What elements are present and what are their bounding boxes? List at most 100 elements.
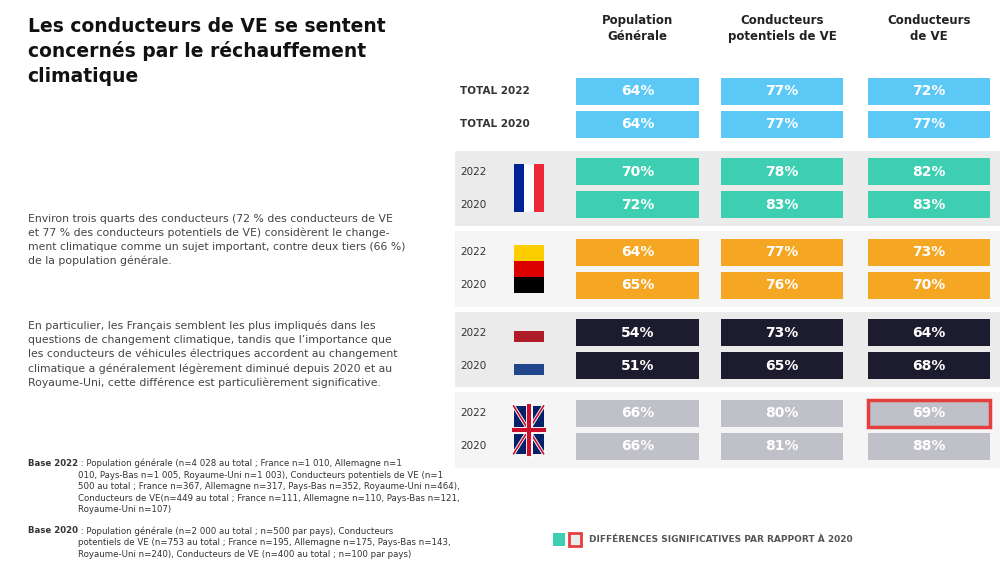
FancyBboxPatch shape: [514, 261, 544, 277]
Text: Conducteurs
potentiels de VE: Conducteurs potentiels de VE: [728, 14, 836, 43]
Text: 72%: 72%: [912, 84, 946, 98]
Text: 2020: 2020: [460, 441, 487, 452]
FancyBboxPatch shape: [576, 239, 699, 266]
FancyBboxPatch shape: [455, 150, 1000, 226]
Text: TOTAL 2020: TOTAL 2020: [460, 119, 530, 129]
Text: 88%: 88%: [912, 440, 946, 453]
FancyBboxPatch shape: [455, 392, 1000, 467]
FancyBboxPatch shape: [576, 352, 699, 379]
FancyBboxPatch shape: [576, 400, 699, 427]
Text: 64%: 64%: [621, 84, 654, 98]
FancyBboxPatch shape: [576, 191, 699, 218]
FancyBboxPatch shape: [576, 111, 699, 138]
FancyBboxPatch shape: [868, 272, 990, 299]
Text: DIFFÉRENCES SIGNIFICATIVES PAR RAPPORT À 2020: DIFFÉRENCES SIGNIFICATIVES PAR RAPPORT À…: [589, 535, 853, 544]
FancyBboxPatch shape: [514, 164, 524, 212]
Text: 68%: 68%: [912, 359, 946, 373]
Text: 65%: 65%: [765, 359, 799, 373]
Text: 69%: 69%: [913, 406, 946, 420]
FancyBboxPatch shape: [514, 245, 544, 261]
Text: 77%: 77%: [765, 118, 799, 131]
FancyBboxPatch shape: [868, 191, 990, 218]
Text: 2022: 2022: [460, 408, 487, 418]
Text: 65%: 65%: [621, 279, 654, 292]
FancyBboxPatch shape: [721, 352, 843, 379]
FancyBboxPatch shape: [721, 78, 843, 105]
FancyBboxPatch shape: [534, 164, 544, 212]
FancyBboxPatch shape: [514, 245, 544, 261]
Text: 2020: 2020: [460, 280, 487, 291]
FancyBboxPatch shape: [868, 400, 990, 427]
Text: 66%: 66%: [621, 406, 654, 420]
FancyBboxPatch shape: [534, 164, 544, 212]
Text: 83%: 83%: [765, 198, 799, 212]
Text: 2022: 2022: [460, 167, 487, 177]
FancyBboxPatch shape: [868, 352, 990, 379]
Text: Base 2020: Base 2020: [28, 526, 78, 535]
FancyBboxPatch shape: [524, 164, 534, 212]
Text: En particulier, les Français semblent les plus impliqués dans les
questions de c: En particulier, les Français semblent le…: [28, 321, 397, 388]
Text: 81%: 81%: [765, 440, 799, 453]
FancyBboxPatch shape: [455, 70, 1000, 145]
FancyBboxPatch shape: [868, 433, 990, 460]
FancyBboxPatch shape: [721, 239, 843, 266]
Text: 77%: 77%: [913, 118, 946, 131]
FancyBboxPatch shape: [576, 158, 699, 185]
Text: 2022: 2022: [460, 247, 487, 257]
Text: 83%: 83%: [912, 198, 946, 212]
Text: 2022: 2022: [460, 328, 487, 338]
Text: 2020: 2020: [460, 200, 487, 210]
Text: 76%: 76%: [765, 279, 799, 292]
FancyBboxPatch shape: [576, 433, 699, 460]
FancyBboxPatch shape: [514, 331, 544, 342]
Text: 64%: 64%: [621, 245, 654, 259]
FancyBboxPatch shape: [721, 433, 843, 460]
Text: 73%: 73%: [765, 326, 799, 339]
Text: 66%: 66%: [621, 440, 654, 453]
FancyBboxPatch shape: [455, 231, 1000, 306]
FancyBboxPatch shape: [455, 312, 1000, 387]
FancyBboxPatch shape: [721, 191, 843, 218]
Text: TOTAL 2022: TOTAL 2022: [460, 86, 530, 96]
Text: Population
Générale: Population Générale: [602, 14, 673, 43]
FancyBboxPatch shape: [514, 277, 544, 293]
Text: Base 2022 : Population générale (n=4 028 au total ; France n=1 010, Allemagne n=: Base 2022 : Population générale (n=4 028…: [28, 459, 409, 514]
Text: 73%: 73%: [913, 245, 946, 259]
FancyBboxPatch shape: [868, 239, 990, 266]
FancyBboxPatch shape: [514, 164, 524, 212]
FancyBboxPatch shape: [569, 533, 581, 546]
Text: 64%: 64%: [621, 118, 654, 131]
Text: 70%: 70%: [621, 165, 654, 178]
Text: 64%: 64%: [912, 326, 946, 339]
FancyBboxPatch shape: [524, 164, 534, 212]
FancyBboxPatch shape: [721, 158, 843, 185]
Text: 77%: 77%: [765, 84, 799, 98]
Text: : Population générale (n=4 028 au total ; France n=1 010, Allemagne n=1
010, Pay: : Population générale (n=4 028 au total …: [78, 459, 460, 514]
Text: : Population générale (n=2 000 au total ; n=500 par pays), Conducteurs
potentiel: : Population générale (n=2 000 au total …: [78, 526, 451, 559]
FancyBboxPatch shape: [576, 272, 699, 299]
FancyBboxPatch shape: [721, 111, 843, 138]
Text: Conducteurs
de VE: Conducteurs de VE: [887, 14, 971, 43]
Text: 2020: 2020: [460, 361, 487, 371]
FancyBboxPatch shape: [721, 319, 843, 346]
FancyBboxPatch shape: [514, 277, 544, 293]
Text: Base 2022: Base 2022: [28, 459, 78, 468]
Text: Les conducteurs de VE se sentent
concernés par le réchauffement
climatique: Les conducteurs de VE se sentent concern…: [28, 17, 385, 86]
FancyBboxPatch shape: [868, 111, 990, 138]
Text: 77%: 77%: [765, 245, 799, 259]
FancyBboxPatch shape: [868, 319, 990, 346]
Text: 80%: 80%: [765, 406, 799, 420]
FancyBboxPatch shape: [514, 364, 544, 375]
Text: 54%: 54%: [621, 326, 654, 339]
FancyBboxPatch shape: [868, 78, 990, 105]
FancyBboxPatch shape: [514, 406, 544, 454]
Text: 72%: 72%: [621, 198, 654, 212]
Text: 82%: 82%: [912, 165, 946, 178]
Text: 51%: 51%: [621, 359, 654, 373]
FancyBboxPatch shape: [721, 400, 843, 427]
FancyBboxPatch shape: [514, 261, 544, 277]
FancyBboxPatch shape: [576, 319, 699, 346]
Text: 70%: 70%: [913, 279, 946, 292]
Text: Environ trois quarts des conducteurs (72 % des conducteurs de VE
et 77 % des con: Environ trois quarts des conducteurs (72…: [28, 214, 405, 266]
FancyBboxPatch shape: [576, 78, 699, 105]
